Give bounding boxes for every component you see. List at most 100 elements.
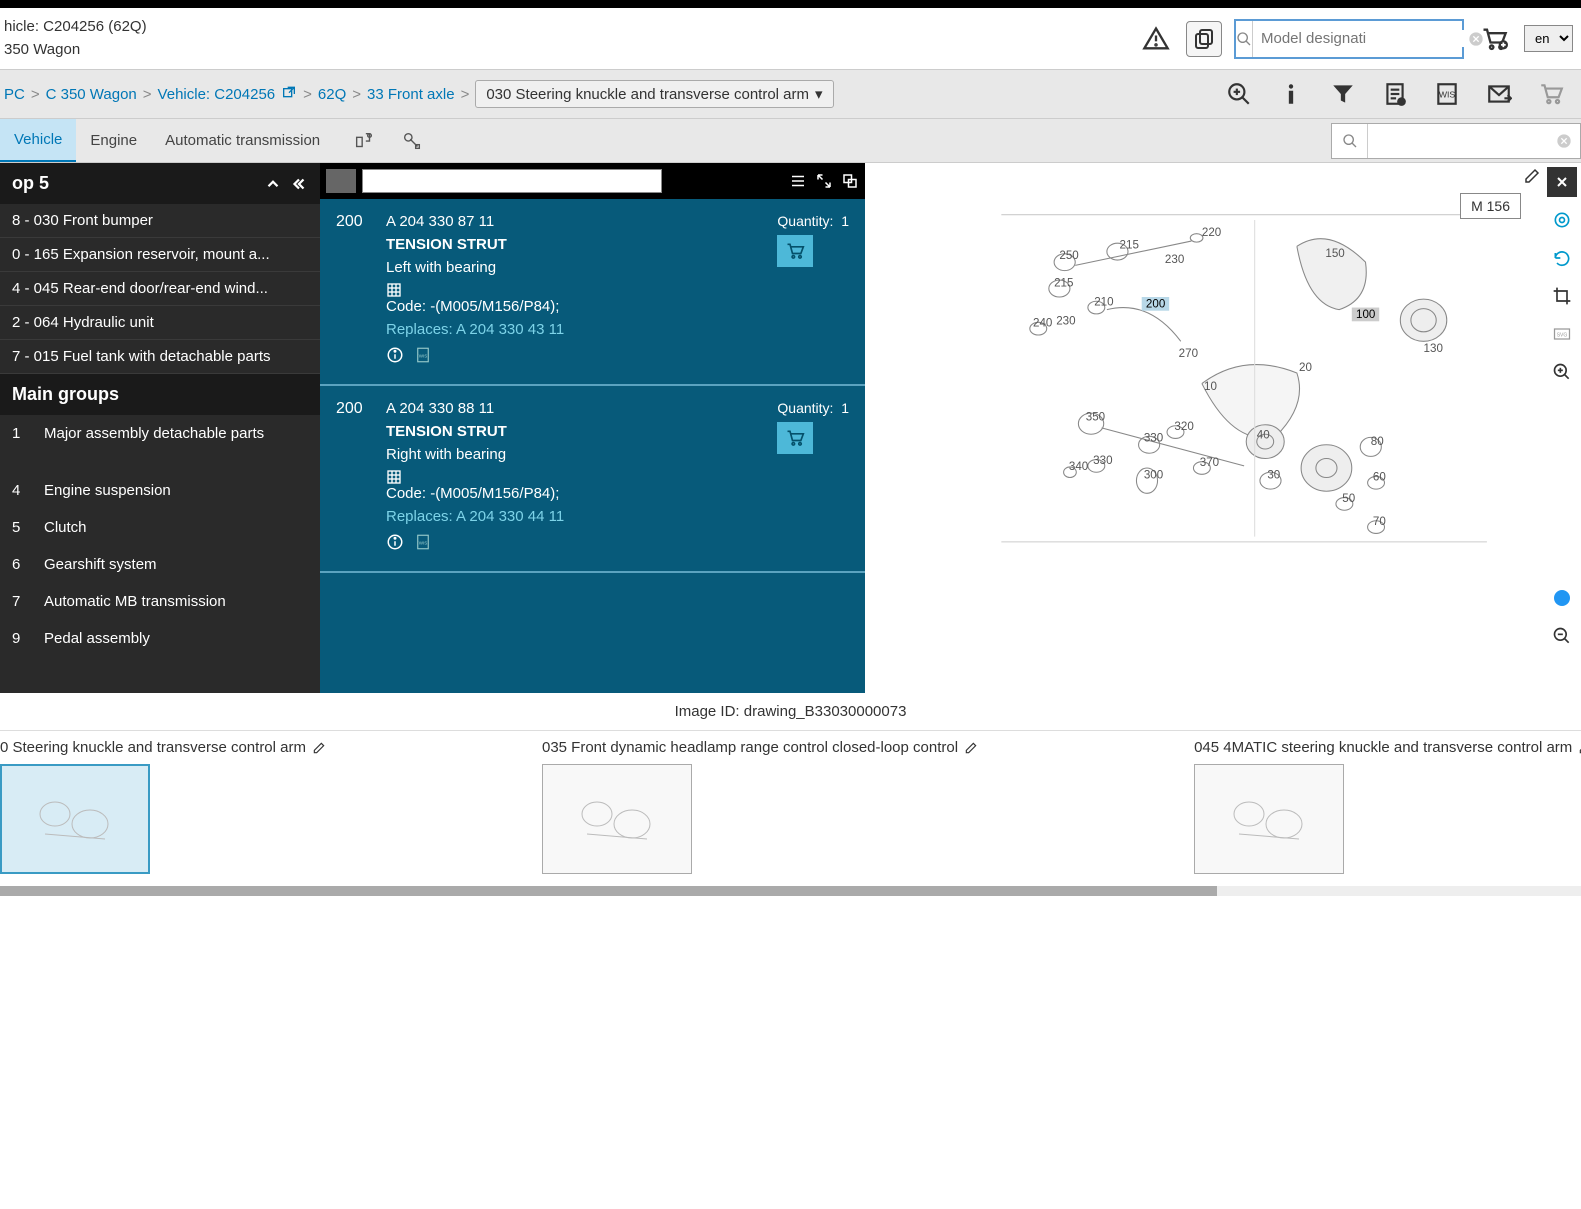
crop-icon[interactable] — [1547, 281, 1577, 311]
group-item[interactable]: 5Clutch — [0, 509, 320, 546]
popout-icon[interactable] — [841, 172, 859, 190]
external-icon[interactable] — [281, 86, 297, 102]
clear-icon[interactable] — [1548, 133, 1580, 149]
parts-search[interactable] — [1331, 123, 1581, 159]
bc-current-dropdown[interactable]: 030 Steering knuckle and transverse cont… — [475, 80, 833, 108]
cart-add-icon[interactable] — [1476, 21, 1512, 57]
wis-icon[interactable]: WIS — [1429, 76, 1465, 112]
bc-code[interactable]: 62Q — [318, 86, 346, 103]
info-icon[interactable] — [386, 533, 404, 551]
blue-dot[interactable] — [1547, 583, 1577, 613]
zoom-in-icon[interactable] — [1221, 76, 1257, 112]
part-desc: Right with bearing — [386, 446, 763, 463]
thumbnail-image[interactable] — [0, 764, 150, 874]
svg-text:210: 210 — [1094, 295, 1113, 308]
svg-text:50: 50 — [1342, 492, 1355, 505]
part-card[interactable]: 200A 204 330 87 11TENSION STRUTLeft with… — [320, 199, 865, 386]
top5-item[interactable]: 4 - 045 Rear-end door/rear-end wind... — [0, 272, 320, 306]
sidebar: op 5 8 - 030 Front bumper0 - 165 Expansi… — [0, 163, 320, 693]
top5-item[interactable]: 8 - 030 Front bumper — [0, 204, 320, 238]
list-icon[interactable] — [789, 172, 807, 190]
bc-vehicle[interactable]: Vehicle: C204256 — [158, 86, 276, 103]
svg-text:215: 215 — [1120, 238, 1139, 251]
bc-pc[interactable]: PC — [4, 86, 25, 103]
part-code: Code: -(M005/M156/P84); — [386, 469, 763, 502]
parts-filter-input[interactable] — [362, 169, 662, 193]
group-item[interactable]: 9Pedal assembly — [0, 620, 320, 657]
bc-axle[interactable]: 33 Front axle — [367, 86, 455, 103]
filter-icon[interactable] — [1325, 76, 1361, 112]
part-replaces[interactable]: Replaces: A 204 330 44 11 — [386, 508, 763, 525]
tab-engine[interactable]: Engine — [76, 120, 151, 161]
svg-text:200: 200 — [1146, 298, 1165, 311]
model-search[interactable] — [1234, 19, 1464, 59]
target-icon[interactable] — [1547, 205, 1577, 235]
part-position: 200 — [336, 400, 372, 557]
thumbnail-group[interactable]: 0 Steering knuckle and transverse contro… — [0, 735, 326, 878]
close-icon[interactable] — [1547, 167, 1577, 197]
tab-vehicle[interactable]: Vehicle — [0, 119, 76, 162]
select-box[interactable] — [326, 169, 356, 193]
warning-icon[interactable] — [1138, 21, 1174, 57]
zoom-in-icon[interactable] — [1547, 357, 1577, 387]
part-code: Code: -(M005/M156/P84); — [386, 282, 763, 315]
group-item[interactable]: 6Gearshift system — [0, 546, 320, 583]
info-icon[interactable] — [1273, 76, 1309, 112]
add-to-cart-button[interactable] — [777, 235, 813, 267]
edit-icon[interactable] — [1523, 167, 1541, 185]
svg-text:130: 130 — [1424, 342, 1443, 355]
thumbnail-image[interactable] — [1194, 764, 1344, 874]
add-to-cart-button[interactable] — [777, 422, 813, 454]
info-icon[interactable] — [386, 346, 404, 364]
thumb-label: 0 Steering knuckle and transverse contro… — [0, 739, 306, 756]
svg-text:250: 250 — [1059, 249, 1078, 262]
main-groups-header: Main groups — [0, 374, 320, 415]
thumbnail-image[interactable] — [542, 764, 692, 874]
tool-icon-2[interactable] — [394, 123, 430, 159]
svg-text:100: 100 — [1356, 308, 1375, 321]
diagram-badge: M 156 — [1460, 193, 1521, 219]
parts-search-input[interactable] — [1368, 133, 1548, 148]
model-search-input[interactable] — [1253, 30, 1468, 47]
top5-item[interactable]: 2 - 064 Hydraulic unit — [0, 306, 320, 340]
refresh-icon[interactable] — [1547, 243, 1577, 273]
parts-list-header — [320, 163, 865, 199]
language-select[interactable]: en — [1524, 25, 1573, 52]
document-icon[interactable] — [1377, 76, 1413, 112]
mail-icon[interactable] — [1481, 76, 1517, 112]
cart-icon[interactable] — [1533, 76, 1569, 112]
bc-model[interactable]: C 350 Wagon — [46, 86, 137, 103]
group-item[interactable]: 1Major assembly detachable parts — [0, 415, 320, 472]
search-icon[interactable] — [1236, 21, 1253, 57]
vehicle-model: 350 Wagon — [4, 39, 1138, 62]
part-replaces[interactable]: Replaces: A 204 330 43 11 — [386, 321, 763, 338]
svg-text:WIS: WIS — [419, 540, 428, 545]
expand-icon[interactable] — [815, 172, 833, 190]
thumbnail-group[interactable]: 045 4MATIC steering knuckle and transver… — [1194, 735, 1581, 878]
doc-icon[interactable]: WIS — [414, 346, 432, 364]
edit-icon[interactable] — [964, 741, 978, 755]
exploded-diagram[interactable]: 2502152202302152102002402302701501001302… — [885, 183, 1561, 563]
svg-text:230: 230 — [1056, 314, 1075, 327]
svg-text:320: 320 — [1174, 420, 1193, 433]
group-item[interactable]: 7Automatic MB transmission — [0, 583, 320, 620]
doc-icon[interactable]: WIS — [414, 533, 432, 551]
tab-transmission[interactable]: Automatic transmission — [151, 120, 334, 161]
svg-text:370: 370 — [1200, 456, 1219, 469]
edit-icon[interactable] — [312, 741, 326, 755]
horizontal-scrollbar[interactable] — [0, 886, 1581, 896]
zoom-out-icon[interactable] — [1547, 621, 1577, 651]
part-card[interactable]: 200A 204 330 88 11TENSION STRUTRight wit… — [320, 386, 865, 573]
search-icon[interactable] — [1332, 124, 1368, 158]
svg-text:330: 330 — [1093, 454, 1112, 467]
copy-icon[interactable] — [1186, 21, 1222, 57]
chevron-up-icon[interactable] — [264, 175, 282, 193]
thumbnail-group[interactable]: 035 Front dynamic headlamp range control… — [542, 735, 978, 878]
svg-text:340: 340 — [1069, 460, 1088, 473]
collapse-icon[interactable] — [290, 175, 308, 193]
tool-icon-1[interactable] — [346, 123, 382, 159]
top5-item[interactable]: 7 - 015 Fuel tank with detachable parts — [0, 340, 320, 374]
group-item[interactable]: 4Engine suspension — [0, 472, 320, 509]
svg-icon[interactable]: SVG — [1547, 319, 1577, 349]
top5-item[interactable]: 0 - 165 Expansion reservoir, mount a... — [0, 238, 320, 272]
